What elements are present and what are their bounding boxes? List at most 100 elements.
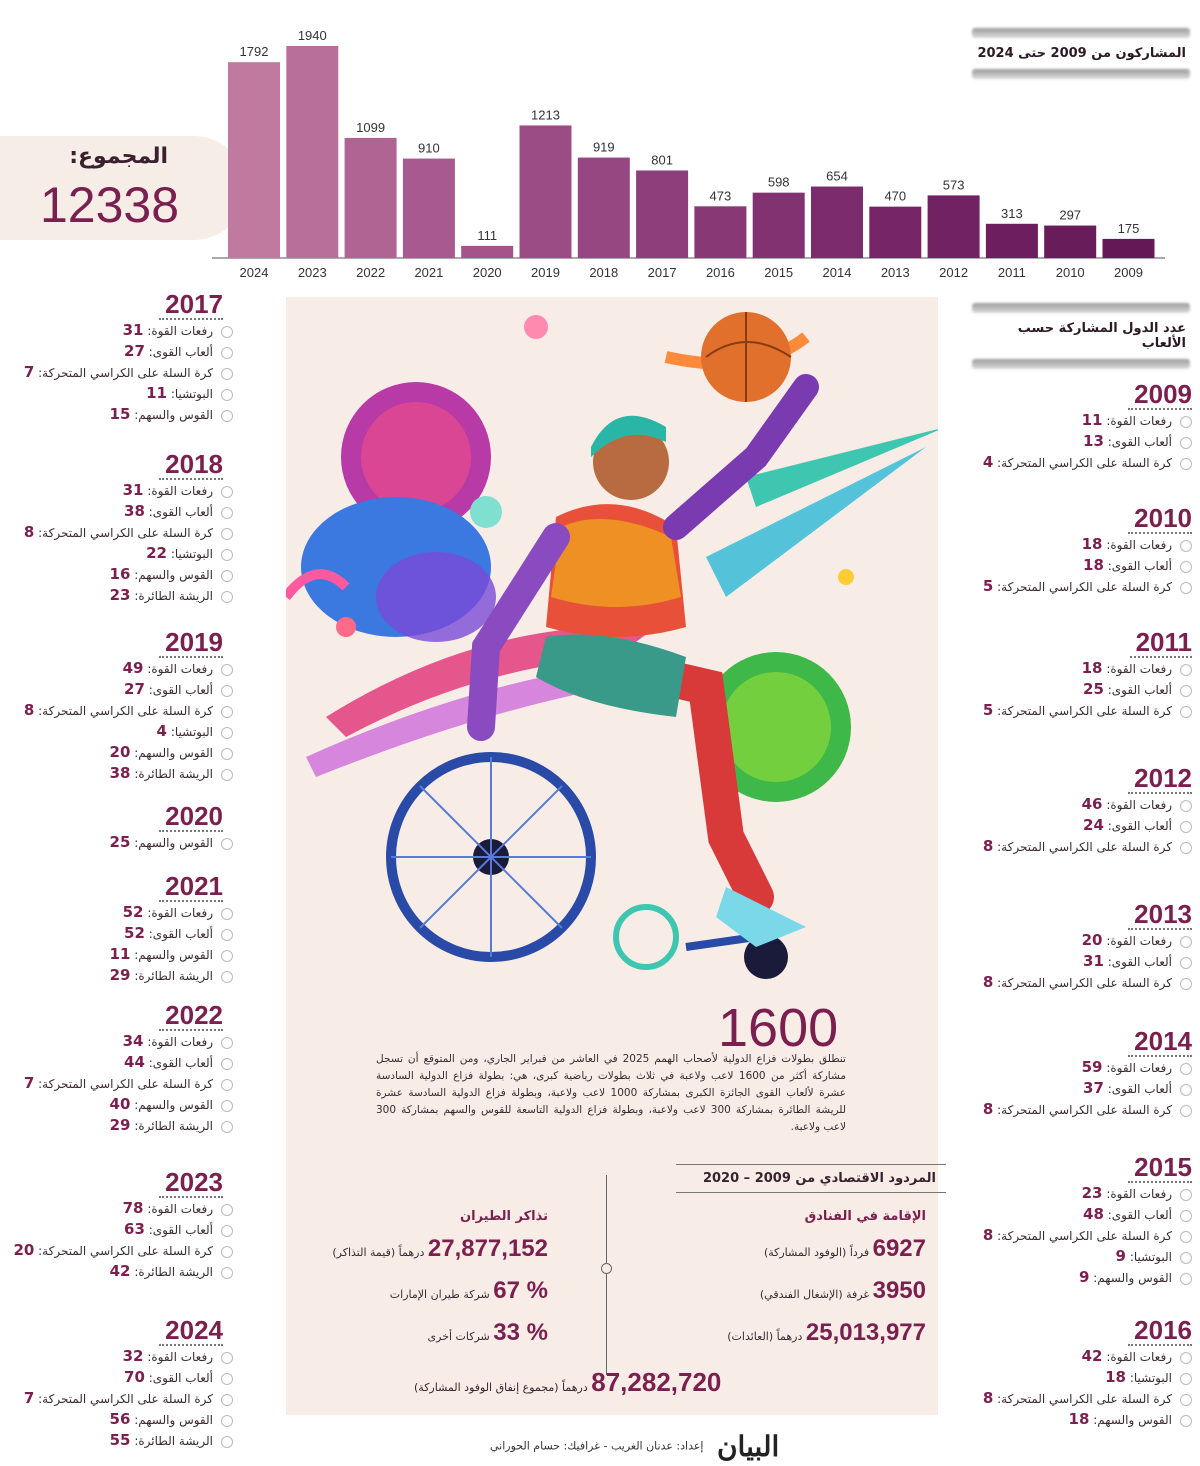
sport-row: كرة السلة على الكراسي المتحركة: 7: [18, 1073, 233, 1094]
sport-icon: [1180, 539, 1192, 552]
sport-row: كرة السلة على الكراسي المتحركة: 8: [972, 1225, 1192, 1246]
bar-value-label: 297: [1059, 208, 1081, 223]
bar-2009: [1102, 238, 1155, 258]
sport-label: رفعات القوة:: [1106, 1061, 1172, 1075]
sport-count: 4: [156, 722, 167, 740]
participants-title: المشاركون من 2009 حتى 2024: [977, 46, 1186, 61]
sport-icon: [221, 1414, 233, 1427]
sport-label: ألعاب القوى:: [1107, 683, 1172, 697]
x-tick-label: 2012: [939, 265, 968, 280]
sport-row: رفعات القوة: 52: [18, 902, 233, 923]
sport-icon: [221, 506, 233, 519]
sport-label: كرة السلة على الكراسي المتحركة:: [38, 1077, 213, 1091]
sport-icon: [221, 1372, 233, 1385]
sport-label: كرة السلة على الكراسي المتحركة:: [38, 366, 213, 380]
sport-label: كرة السلة على الكراسي المتحركة:: [997, 840, 1172, 854]
sport-row: الريشة الطائرة: 42: [18, 1261, 233, 1282]
year-heading: 2013: [1128, 900, 1192, 930]
total-spending-label: درهماً (مجموع إنفاق الوفود المشاركة): [414, 1381, 588, 1394]
sport-count: 23: [109, 586, 131, 604]
participants-title-box: المشاركون من 2009 حتى 2024: [972, 28, 1190, 79]
sport-icon: [1180, 1083, 1192, 1096]
sport-count: 5: [982, 701, 994, 719]
sport-count: 38: [124, 502, 145, 520]
sport-icon: [221, 705, 233, 718]
year-heading: 2020: [159, 802, 223, 832]
sport-icon: [1180, 1062, 1192, 1075]
bar-2019: [519, 125, 572, 258]
sport-label: البوتشيا:: [170, 547, 213, 561]
bar-value-label: 175: [1118, 221, 1140, 236]
sport-row: رفعات القوة: 46: [972, 794, 1192, 815]
sport-count: 7: [23, 1389, 35, 1407]
sport-row: القوس والسهم: 18: [972, 1409, 1192, 1430]
sport-label: ألعاب القوى:: [148, 505, 213, 519]
sport-label: رفعات القوة:: [1106, 1350, 1172, 1364]
sport-count: 4: [982, 453, 994, 471]
sport-label: ألعاب القوى:: [1107, 435, 1172, 449]
sport-row: ألعاب القوى: 27: [18, 341, 233, 362]
sport-row: كرة السلة على الكراسي المتحركة: 8: [18, 700, 233, 721]
sport-label: القوس والسهم:: [134, 746, 213, 760]
sport-icon: [1180, 436, 1192, 449]
sport-icon: [221, 1351, 233, 1364]
bar-value-label: 1213: [531, 107, 560, 122]
sport-count: 20: [1081, 931, 1103, 949]
sport-row: القوس والسهم: 15: [18, 404, 233, 425]
bar-2020: [461, 245, 514, 258]
year-heading: 2010: [1128, 504, 1192, 534]
bar-value-label: 573: [943, 177, 965, 192]
sport-icon: [221, 1203, 233, 1216]
sport-row: القوس والسهم: 16: [18, 564, 233, 585]
sport-row: الريشة الطائرة: 29: [18, 1115, 233, 1136]
bar-value-label: 598: [768, 175, 790, 190]
wheelchair-athlete-illustration: [286, 312, 938, 979]
sport-label: الريشة الطائرة:: [134, 1265, 213, 1279]
year-heading: 2012: [1128, 764, 1192, 794]
sport-label: رفعات القوة:: [147, 1202, 213, 1216]
sport-row: رفعات القوة: 42: [972, 1346, 1192, 1367]
sport-label: القوس والسهم:: [1093, 1413, 1172, 1427]
sport-label: كرة السلة على الكراسي المتحركة:: [38, 526, 213, 540]
sport-icon: [1180, 1230, 1192, 1243]
sport-icon: [221, 726, 233, 739]
sport-label: رفعات القوة:: [1106, 538, 1172, 552]
sport-count: 8: [982, 1226, 994, 1244]
sport-row: كرة السلة على الكراسي المتحركة: 8: [18, 522, 233, 543]
sport-count: 18: [1083, 556, 1104, 574]
year-block-2023: 2023 رفعات القوة: 78 ألعاب القوى: 63 كرة ال…: [13, 1168, 233, 1282]
sport-icon: [221, 1057, 233, 1070]
sport-row: رفعات القوة: 18: [972, 534, 1192, 555]
flights-section: تذاكر الطيران 27,877,152 درهماً (قيمة ال…: [298, 1209, 548, 1356]
sport-icon: [221, 346, 233, 359]
sport-label: ألعاب القوى:: [148, 1056, 213, 1070]
countries-title-box: عدد الدول المشاركة حسب الألعاب: [972, 303, 1190, 369]
sport-row: القوس والسهم: 11: [18, 944, 233, 965]
sport-count: 70: [124, 1368, 145, 1386]
article-paragraph: تنطلق بطولات فزاع الدولية لأصحاب الهمم 2…: [376, 1053, 846, 1133]
sport-icon: [221, 485, 233, 498]
x-tick-label: 2018: [589, 265, 618, 280]
sport-label: ألعاب القوى:: [1107, 1082, 1172, 1096]
bar-2013: [869, 206, 922, 258]
sport-label: رفعات القوة:: [1106, 1187, 1172, 1201]
bar-2014: [811, 186, 863, 258]
year-block-2022: 2022 رفعات القوة: 34 ألعاب القوى: 44 كرة ال…: [18, 1001, 233, 1136]
sport-label: البوتشيا:: [170, 725, 213, 739]
x-tick-label: 2009: [1114, 265, 1143, 280]
sport-count: 52: [122, 903, 144, 921]
sport-icon: [221, 1099, 233, 1112]
sport-label: القوس والسهم:: [134, 408, 213, 422]
hotels-heading: الإقامة في الفنادق: [804, 1209, 926, 1224]
sport-count: 9: [1078, 1268, 1090, 1286]
year-heading: 2011: [1129, 628, 1192, 658]
year-heading: 2019: [159, 628, 223, 658]
hotels-row: 6927 فرداً (الوفود المشاركة): [763, 1235, 926, 1262]
year-heading: 2016: [1128, 1316, 1192, 1346]
sport-label: ألعاب القوى:: [1107, 559, 1172, 573]
sport-icon: [221, 747, 233, 760]
hotels-row: 25,013,977 درهماً (العائدات): [727, 1319, 926, 1346]
sport-label: ألعاب القوى:: [1107, 819, 1172, 833]
sport-label: رفعات القوة:: [1106, 934, 1172, 948]
sport-row: ألعاب القوى: 24: [972, 815, 1192, 836]
